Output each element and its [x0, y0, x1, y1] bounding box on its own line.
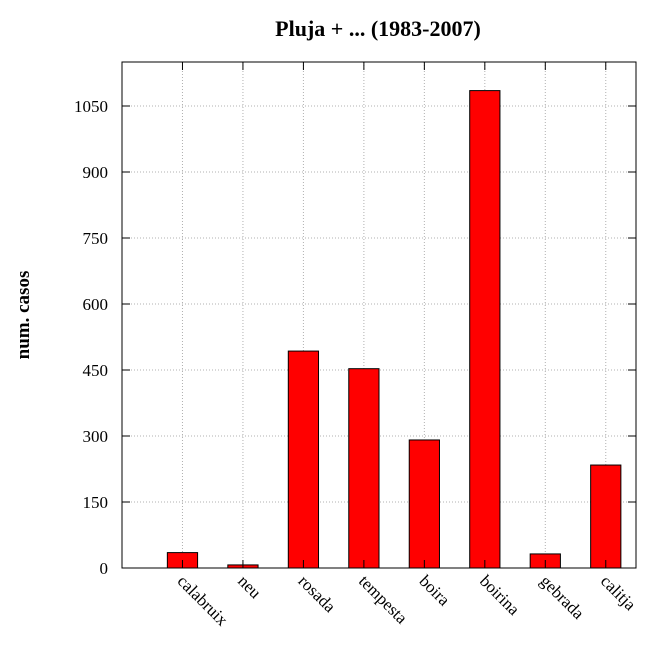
x-tick-label: calabruix	[174, 571, 233, 630]
x-tick-label: tempesta	[355, 571, 411, 627]
x-tick-label: boira	[416, 571, 454, 609]
x-tick-label: calitja	[597, 571, 640, 614]
bar-rosada	[287, 350, 320, 569]
bar-calitja	[590, 464, 622, 569]
bar-boira	[408, 439, 440, 569]
y-tick-label: 150	[83, 493, 109, 512]
axes	[121, 61, 637, 569]
y-tick-label: 750	[83, 229, 109, 248]
y-tick-label: 1050	[74, 97, 108, 116]
x-tick-label: rosada	[295, 571, 340, 616]
y-tick-label: 600	[83, 295, 109, 314]
y-tick-label: 450	[83, 361, 109, 380]
y-tick-label: 900	[83, 163, 109, 182]
x-tick-label: boirina	[476, 571, 524, 619]
x-tick-label: neu	[234, 571, 265, 602]
x-tick-label: gebrada	[536, 571, 588, 623]
bar-boirina	[469, 90, 501, 569]
plot-border	[121, 61, 637, 569]
bars	[166, 90, 622, 569]
y-tick-label: 0	[100, 559, 109, 578]
y-tick-label: 300	[83, 427, 109, 446]
chart-title: Pluja + ... (1983-2007)	[275, 16, 481, 41]
bar-tempesta	[348, 368, 380, 569]
